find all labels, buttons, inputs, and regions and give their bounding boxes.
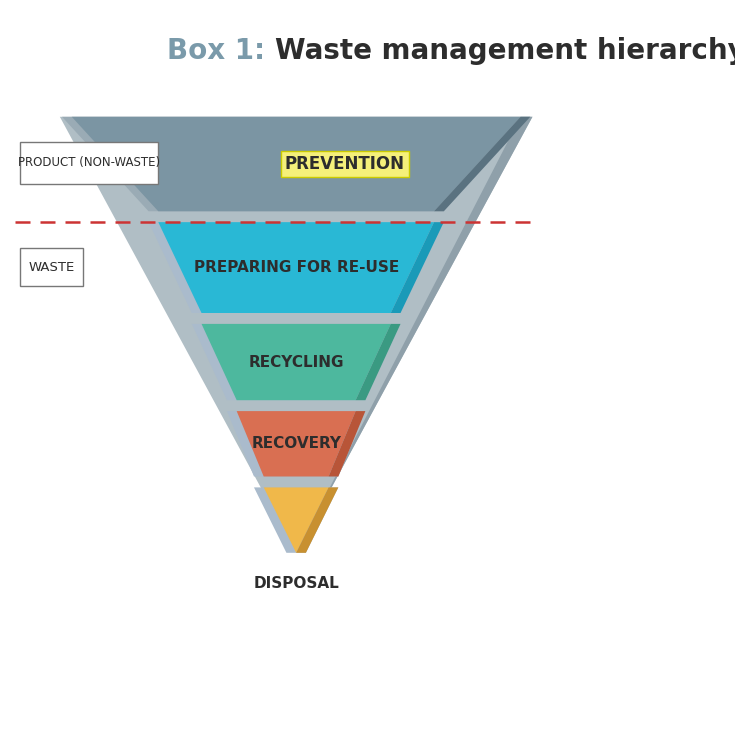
Text: RECOVERY: RECOVERY [251,437,341,451]
Text: WASTE: WASTE [29,261,75,273]
Polygon shape [296,487,338,553]
Polygon shape [158,222,434,313]
FancyBboxPatch shape [21,248,82,286]
Polygon shape [329,411,365,476]
FancyBboxPatch shape [21,142,158,184]
Text: RECYCLING: RECYCLING [248,354,344,370]
Polygon shape [62,117,530,211]
Polygon shape [192,324,401,400]
Polygon shape [254,487,338,553]
Polygon shape [237,411,356,476]
Text: Box 1:: Box 1: [167,37,275,65]
Polygon shape [148,222,444,313]
Polygon shape [264,487,329,553]
Polygon shape [60,117,532,553]
Polygon shape [391,222,444,313]
Polygon shape [434,117,530,211]
Polygon shape [296,117,532,553]
Text: PREPARING FOR RE-USE: PREPARING FOR RE-USE [193,260,399,275]
Polygon shape [201,324,391,400]
Text: PREVENTION: PREVENTION [285,155,405,173]
Polygon shape [227,411,365,476]
Text: Waste management hierarchy: Waste management hierarchy [275,37,735,65]
Text: PRODUCT (NON-WASTE): PRODUCT (NON-WASTE) [18,156,160,169]
Polygon shape [356,324,401,400]
Text: DISPOSAL: DISPOSAL [254,576,339,591]
Polygon shape [72,117,520,211]
